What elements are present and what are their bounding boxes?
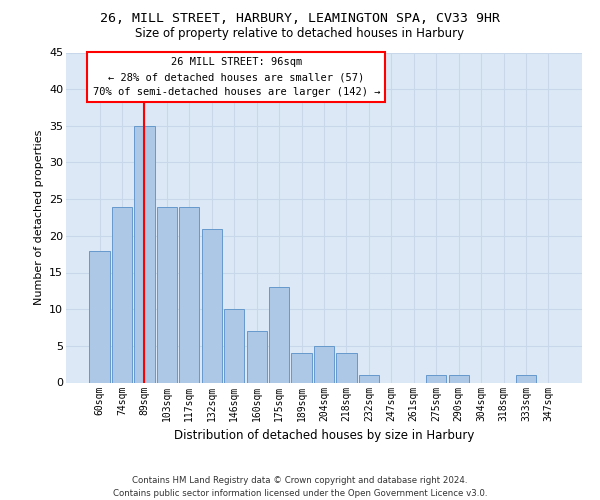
Bar — [224, 309, 244, 382]
Bar — [157, 206, 177, 382]
Bar — [134, 126, 155, 382]
Bar — [292, 353, 311, 382]
Bar — [359, 375, 379, 382]
Bar — [269, 287, 289, 382]
Bar — [247, 331, 267, 382]
Text: Size of property relative to detached houses in Harbury: Size of property relative to detached ho… — [136, 28, 464, 40]
Bar — [202, 228, 222, 382]
Bar — [112, 206, 132, 382]
Text: 26, MILL STREET, HARBURY, LEAMINGTON SPA, CV33 9HR: 26, MILL STREET, HARBURY, LEAMINGTON SPA… — [100, 12, 500, 26]
Text: 26 MILL STREET: 96sqm
← 28% of detached houses are smaller (57)
70% of semi-deta: 26 MILL STREET: 96sqm ← 28% of detached … — [92, 58, 380, 97]
Y-axis label: Number of detached properties: Number of detached properties — [34, 130, 44, 305]
Bar — [449, 375, 469, 382]
Bar — [337, 353, 356, 382]
Bar — [179, 206, 199, 382]
Bar — [516, 375, 536, 382]
Text: Contains HM Land Registry data © Crown copyright and database right 2024.
Contai: Contains HM Land Registry data © Crown c… — [113, 476, 487, 498]
X-axis label: Distribution of detached houses by size in Harbury: Distribution of detached houses by size … — [174, 429, 474, 442]
Bar — [89, 250, 110, 382]
Bar — [426, 375, 446, 382]
Bar — [314, 346, 334, 383]
